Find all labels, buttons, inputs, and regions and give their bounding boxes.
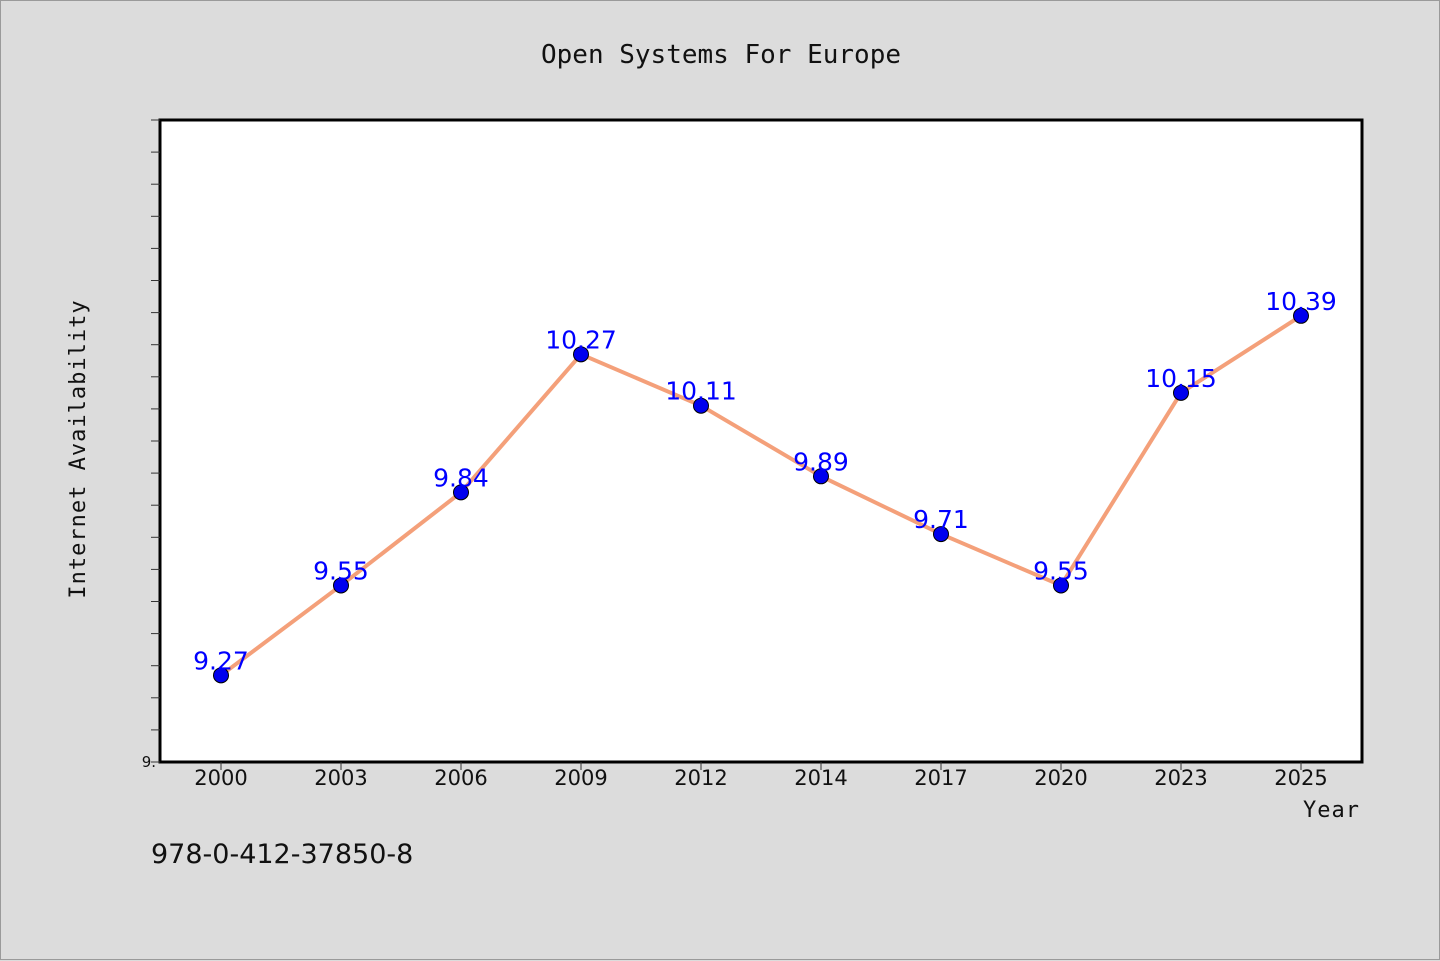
chart-title: Open Systems For Europe xyxy=(541,40,901,70)
x-tick-label: 2014 xyxy=(794,766,847,790)
data-point xyxy=(333,577,349,594)
series-line xyxy=(219,313,1303,678)
data-label: 9.89 xyxy=(793,447,849,476)
data-point xyxy=(1173,384,1189,401)
isbn-text: 978-0-412-37850-8 xyxy=(151,839,413,870)
data-point xyxy=(813,468,829,485)
data-label: 9.55 xyxy=(1033,556,1089,585)
data-point xyxy=(573,346,589,363)
data-point xyxy=(213,667,229,684)
x-tick-label: 2012 xyxy=(674,766,727,790)
data-point xyxy=(1053,577,1069,594)
x-tick-label: 2023 xyxy=(1154,766,1207,790)
data-label: 9.71 xyxy=(913,505,969,534)
data-label: 10.27 xyxy=(545,325,617,354)
data-point xyxy=(1293,307,1309,324)
y-axis-ticks: 9. xyxy=(142,119,160,771)
series-layer: 9.27 9.55 9.84 10.27 10.11 9.89 9.71 9.55 10.15 1… xyxy=(193,287,1337,684)
x-tick-label: 2017 xyxy=(914,766,967,790)
x-tick-label: 2006 xyxy=(434,766,487,790)
data-label: 9.55 xyxy=(313,556,369,585)
y-axis-label: Internet Availability xyxy=(66,299,91,598)
x-tick-label: 2025 xyxy=(1274,766,1327,790)
data-label: 10.15 xyxy=(1145,364,1217,393)
x-tick-label: 2009 xyxy=(554,766,607,790)
data-label: 9.27 xyxy=(193,646,249,675)
x-axis-label: Year xyxy=(1303,798,1360,823)
x-tick-label: 2003 xyxy=(314,766,367,790)
data-label: 10.11 xyxy=(665,377,737,406)
x-tick-label: 2020 xyxy=(1034,766,1087,790)
x-tick-label: 2000 xyxy=(194,766,247,790)
x-axis-ticks: 2000 2003 2006 2009 2012 2014 2017 2020 2023 2025 xyxy=(194,762,1328,790)
y-tick-label: 9. xyxy=(142,753,156,771)
data-point xyxy=(453,484,469,501)
data-label: 9.84 xyxy=(433,463,489,492)
data-label: 10.39 xyxy=(1265,287,1337,316)
data-point xyxy=(933,526,949,543)
data-point xyxy=(693,397,709,414)
